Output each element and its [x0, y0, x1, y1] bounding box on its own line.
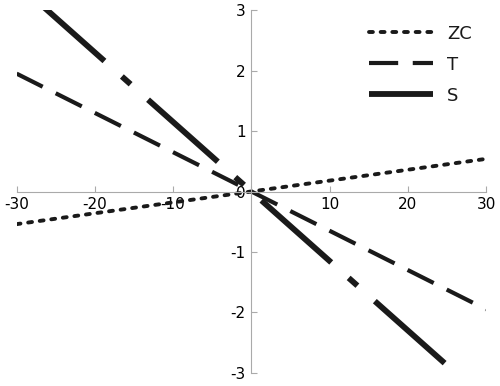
T: [388, 259, 394, 264]
ZC: [336, 177, 342, 182]
T: [14, 71, 20, 76]
T: [204, 167, 210, 171]
ZC: [388, 170, 394, 174]
S: [380, 306, 386, 310]
ZC: [380, 171, 386, 176]
T: [380, 255, 386, 260]
S: [204, 149, 210, 154]
S: [220, 164, 226, 169]
ZC: [483, 157, 489, 161]
ZC: [204, 195, 210, 200]
Line: S: S: [16, 0, 486, 386]
ZC: [220, 193, 226, 198]
S: [388, 313, 394, 318]
T: [336, 233, 342, 238]
S: [62, 23, 68, 28]
T: [62, 95, 68, 100]
T: [483, 307, 489, 312]
Line: ZC: ZC: [16, 159, 486, 224]
T: [220, 175, 226, 180]
ZC: [62, 215, 68, 220]
Line: T: T: [16, 74, 486, 309]
ZC: [14, 222, 20, 227]
S: [336, 267, 342, 272]
Legend: ZC, T, S: ZC, T, S: [364, 19, 477, 110]
